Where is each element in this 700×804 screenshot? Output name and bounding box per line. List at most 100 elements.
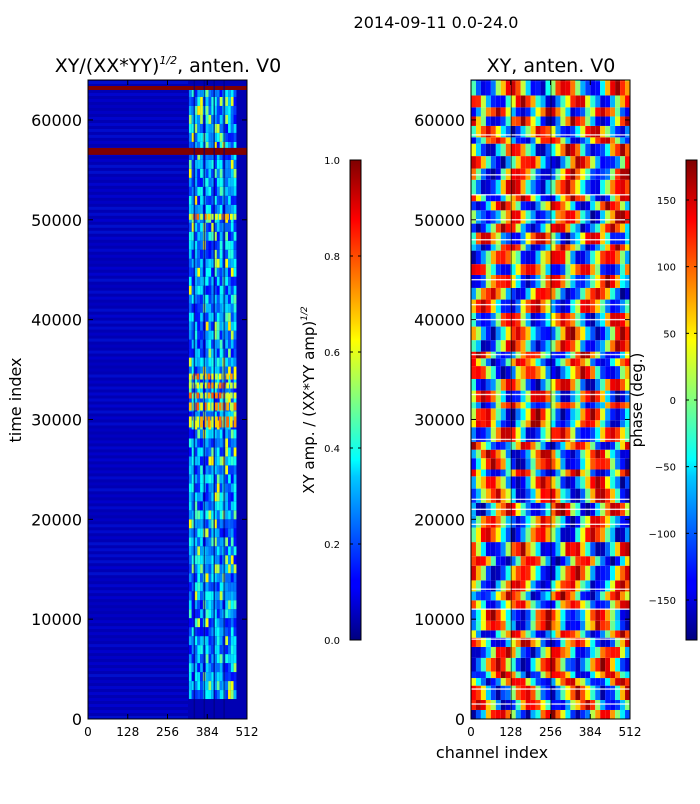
phase-heatmap-cell: [535, 700, 541, 710]
phase-heatmap-cell: [565, 390, 571, 403]
amplitude-heatmap-cell: [228, 537, 231, 547]
phase-heatmap-cell: [471, 678, 476, 686]
phase-heatmap-cell: [580, 515, 586, 528]
amplitude-heatmap-cell: [216, 519, 220, 529]
amplitude-bright-band: [218, 416, 222, 428]
phase-heatmap-cell: [525, 326, 531, 341]
phase-heatmap-cell: [610, 116, 616, 126]
phase-heatmap-cell: [510, 179, 516, 195]
amplitude-heatmap-cell: [88, 116, 188, 120]
amplitude-heatmap-cell: [233, 303, 237, 313]
amplitude-heatmap-cell: [230, 114, 234, 124]
phase-heatmap-cell: [515, 143, 521, 157]
phase-heatmap-cell: [550, 326, 556, 341]
phase-heatmap-cell: [530, 244, 536, 251]
phase-heatmap-cell: [545, 156, 551, 169]
phase-heatmap-cell: [500, 340, 506, 352]
amplitude-heatmap-cell: [88, 104, 188, 108]
amplitude-heatmap-cell: [197, 357, 201, 367]
phase-heatmap-cell: [480, 427, 486, 442]
amplitude-bright-band: [207, 402, 211, 411]
amplitude-heatmap-cell: [214, 528, 217, 538]
amplitude-heatmap-cell: [191, 87, 195, 97]
phase-heatmap-cell: [600, 630, 606, 638]
phase-heatmap-cell: [505, 488, 511, 503]
phase-heatmap-cell: [580, 565, 586, 581]
amplitude-heatmap-cell: [197, 600, 201, 610]
amplitude-heatmap-cell: [197, 285, 201, 295]
phase-heatmap-cell: [500, 116, 506, 126]
amplitude-heatmap-cell: [200, 465, 203, 475]
phase-heatmap-cell: [505, 700, 511, 710]
phase-heatmap-cell: [575, 600, 581, 609]
phase-heatmap-cell: [620, 515, 626, 528]
amplitude-heatmap-cell: [191, 177, 195, 187]
phase-heatmap-cell: [625, 378, 630, 391]
amplitude-heatmap-cell: [197, 276, 201, 286]
phase-heatmap-cell: [595, 340, 601, 352]
phase-heatmap-cell: [525, 143, 531, 157]
phase-heatmap-cell: [585, 137, 591, 144]
phase-heatmap-cell: [545, 326, 551, 341]
amplitude-heatmap-cell: [200, 447, 203, 457]
amplitude-heatmap-cell: [188, 483, 192, 493]
amplitude-heatmap-cell: [188, 654, 192, 664]
phase-heatmap-cell: [610, 95, 616, 108]
phase-heatmap-cell: [620, 107, 626, 117]
phase-heatmap-cell: [540, 107, 546, 117]
phase-heatmap-cell: [520, 358, 526, 367]
phase-heatmap-cell: [570, 600, 576, 609]
amplitude-heatmap-cell: [88, 692, 188, 696]
phase-heatmap-cell: [555, 287, 561, 300]
phase-heatmap-cell: [580, 326, 586, 341]
amplitude-heatmap-cell: [211, 573, 215, 583]
phase-heatmap-cell: [625, 671, 630, 679]
phase-heatmap-cell: [545, 107, 551, 117]
amplitude-heatmap-cell: [200, 375, 203, 385]
phase-heatmap-cell: [471, 556, 476, 566]
phase-heatmap-cell: [485, 201, 491, 211]
phase-heatmap-cell: [610, 542, 616, 557]
phase-heatmap-cell: [600, 527, 606, 543]
amplitude-heatmap-cell: [233, 465, 237, 475]
amplitude-heatmap-cell: [230, 159, 234, 169]
amplitude-heatmap-cell: [225, 663, 229, 673]
amplitude-heatmap-cell: [211, 312, 215, 322]
phase-heatmap-cell: [555, 709, 561, 719]
phase-heatmap-cell: [615, 156, 621, 169]
phase-heatmap-cell: [620, 358, 626, 367]
amplitude-heatmap-cell: [205, 654, 209, 664]
phase-heatmap-cell: [520, 600, 526, 609]
phase-heatmap-cell: [490, 264, 496, 275]
amplitude-heatmap-cell: [200, 357, 203, 367]
amplitude-heatmap-cell: [233, 321, 237, 331]
phase-heatmap-cell: [575, 80, 581, 82]
amplitude-heatmap-cell: [88, 602, 188, 606]
phase-heatmap-cell: [520, 210, 526, 224]
phase-heatmap-cell: [490, 542, 496, 557]
amplitude-heatmap-cell: [88, 200, 188, 204]
phase-heatmap-cell: [550, 441, 556, 450]
phase-heatmap-cell: [510, 709, 516, 719]
phase-heatmap-cell: [555, 678, 561, 686]
phase-heatmap-cell: [625, 194, 630, 202]
phase-heatmap-cell: [565, 179, 571, 195]
amplitude-heatmap-cell: [191, 312, 195, 322]
phase-heatmap-cell: [615, 600, 621, 609]
phase-heatmap-cell: [525, 449, 531, 459]
amplitude-heatmap-cell: [200, 312, 203, 322]
amplitude-heatmap-cell: [233, 204, 237, 214]
amplitude-heatmap-cell: [200, 564, 203, 574]
amplitude-heatmap-cell: [194, 645, 198, 655]
phase-heatmap-cell: [580, 274, 586, 288]
amplitude-heatmap-cell: [88, 536, 188, 540]
phase-heatmap-cell: [605, 287, 611, 300]
amplitude-colorbar-tick-label: 0.4: [324, 444, 340, 455]
phase-heatmap-cell: [625, 630, 630, 638]
phase-heatmap-cell: [475, 637, 481, 647]
amplitude-heatmap-cell: [188, 195, 192, 205]
amplitude-heatmap-cell: [205, 195, 209, 205]
phase-heatmap-cell: [480, 637, 486, 647]
amplitude-heatmap-cell: [88, 638, 188, 642]
phase-heatmap-cell: [490, 657, 496, 672]
